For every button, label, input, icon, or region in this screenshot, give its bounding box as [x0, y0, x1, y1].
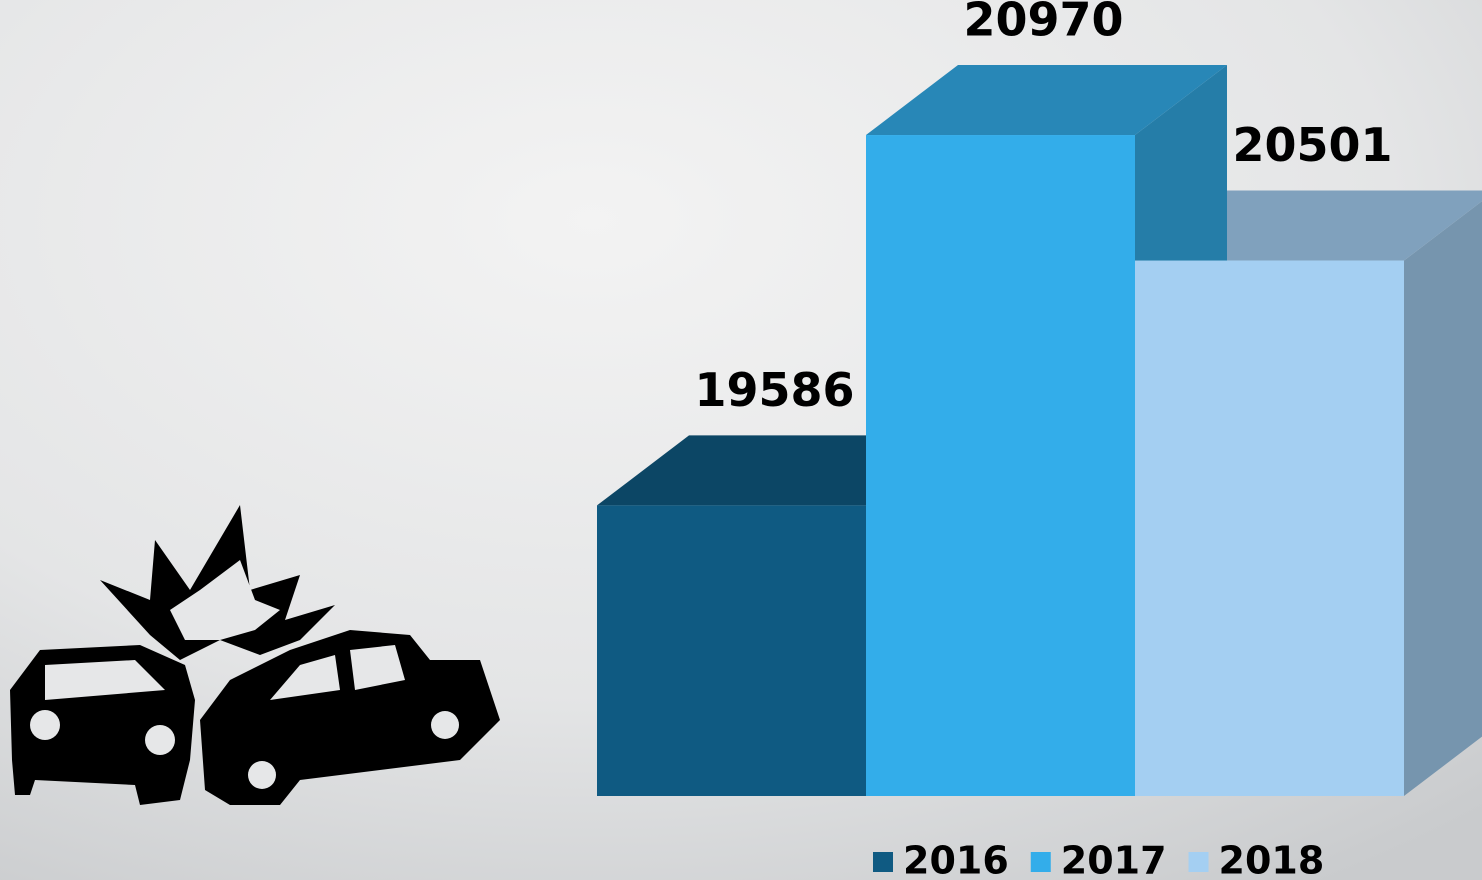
bar [866, 135, 1135, 796]
value-label: 20970 [963, 0, 1123, 47]
legend-swatch [1189, 852, 1209, 872]
legend-swatch [1031, 852, 1051, 872]
legend-label: 2016 [903, 839, 1009, 880]
bar [597, 505, 866, 796]
bar-side [1404, 191, 1482, 796]
chart: 19586 20970 20501 2016 2017 2018 [0, 0, 1482, 880]
legend-swatch [873, 852, 893, 872]
value-label: 19586 [694, 363, 854, 417]
legend-label: 2018 [1219, 839, 1325, 880]
bar [1135, 261, 1404, 796]
page: 195862097020501201620172018 (() => { con… [0, 0, 1482, 880]
legend-label: 2017 [1061, 839, 1167, 880]
value-label: 20501 [1232, 118, 1392, 172]
